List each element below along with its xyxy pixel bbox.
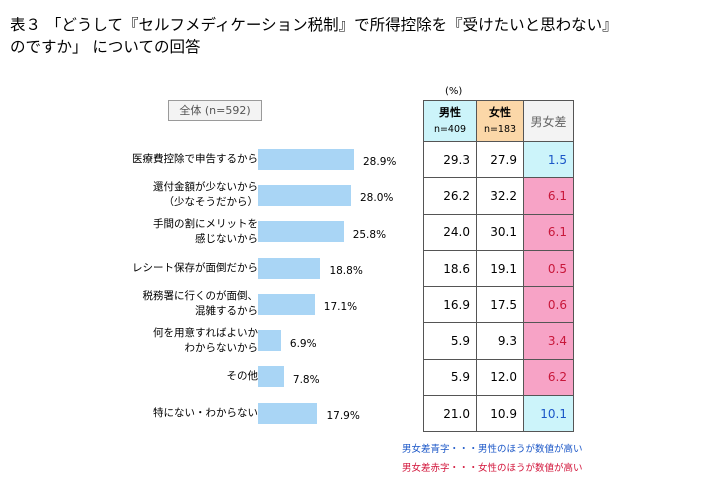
category-label: 還付金額が少ないから （少なそうだから） — [98, 180, 258, 210]
value-label: 25.8% — [352, 228, 387, 241]
category-label: 手間の割にメリットを感じないから — [98, 217, 258, 247]
table-row: 24.0 30.1 6.1 — [423, 213, 574, 251]
category-label: その他 — [98, 369, 259, 384]
category-label-line: （少なそうだから） — [163, 196, 259, 209]
female-value: 32.2 — [476, 177, 524, 215]
diff-value: 6.1 — [523, 177, 574, 215]
diff-header: 男女差 — [523, 100, 574, 142]
bar — [258, 330, 281, 352]
gender-table: 男性 n=409 女性 n=183 男女差 29.3 27.9 1.5 26.2 32.… — [423, 100, 574, 433]
chart-title: 表３ 「どうして『セルフメディケーション税制』で所得控除を『受けたいと思わない』… — [10, 14, 700, 58]
male-value: 16.9 — [423, 286, 477, 324]
female-value: 30.1 — [476, 213, 524, 251]
female-value: 19.1 — [476, 249, 524, 288]
value-label: 7.8% — [292, 373, 320, 386]
value-label: 28.0% — [360, 192, 394, 205]
category-label: 特にない・わからない — [98, 406, 258, 421]
bar — [258, 148, 354, 170]
female-value: 12.0 — [476, 358, 524, 397]
category-label: 医療費控除で申告するから — [98, 152, 258, 167]
table-row: 5.9 9.3 3.4 — [423, 322, 574, 360]
male-value: 18.6 — [423, 249, 477, 288]
table-row: 21.0 10.9 10.1 — [423, 395, 574, 433]
bar — [258, 221, 344, 243]
value-label: 18.8% — [329, 265, 363, 278]
bar — [258, 366, 284, 388]
category-label-line: 手間の割にメリットを — [153, 217, 258, 230]
female-value: 9.3 — [476, 322, 524, 360]
table-row: 16.9 17.5 0.6 — [423, 286, 574, 324]
category-label-line: 還付金額が少ないから — [153, 181, 258, 194]
table-row: 26.2 32.2 6.1 — [423, 177, 574, 215]
sample-size-label: 全体 (n=592) — [168, 100, 262, 121]
diff-value: 0.5 — [523, 249, 574, 288]
value-label: 17.1% — [323, 301, 358, 314]
value-label: 6.9% — [289, 337, 317, 350]
female-value: 27.9 — [476, 140, 524, 179]
unit-label: (%) — [445, 86, 463, 97]
category-label: レシート保存が面倒だから — [98, 261, 258, 276]
table-header-row: 男性 n=409 女性 n=183 男女差 — [423, 100, 574, 142]
category-label-line: 税務署に行くのが面倒、 — [142, 290, 259, 303]
female-header-n: n=183 — [483, 124, 517, 135]
male-header: 男性 n=409 — [423, 100, 477, 142]
value-label: 17.9% — [326, 410, 360, 423]
table-row: 29.3 27.9 1.5 — [423, 140, 574, 179]
category-label-line: 何を用意すればよいか — [153, 326, 258, 339]
male-value: 26.2 — [423, 177, 477, 215]
diff-value: 0.6 — [523, 286, 574, 324]
bar — [258, 257, 321, 279]
female-value: 17.5 — [476, 286, 524, 324]
female-header: 女性 n=183 — [476, 100, 524, 142]
category-label-line: わからないから — [184, 341, 259, 354]
category-label-line: レシート保存が面倒だから — [132, 261, 258, 274]
table-row: 5.9 12.0 6.2 — [423, 358, 574, 397]
male-value: 21.0 — [423, 395, 477, 433]
diff-value: 6.2 — [523, 358, 574, 397]
male-header-n: n=409 — [433, 124, 467, 135]
diff-value: 3.4 — [523, 322, 574, 360]
category-label: 税務署に行くのが面倒、混雑するから — [98, 289, 259, 319]
category-label-line: 医療費控除で申告するから — [132, 152, 258, 165]
note-blue: 男女差青字・・・男性のほうが数値が高い — [402, 444, 583, 455]
category-label: 何を用意すればよいかわからないから — [98, 326, 258, 356]
male-header-label: 男性 — [439, 106, 461, 119]
note-red: 男女差赤字・・・女性のほうが数値が高い — [402, 463, 583, 474]
diff-value: 6.1 — [523, 213, 574, 251]
category-label-line: 感じないから — [195, 232, 258, 245]
bar — [258, 184, 351, 206]
male-value: 5.9 — [423, 358, 477, 397]
male-value: 5.9 — [423, 322, 477, 360]
category-label-line: 特にない・わからない — [153, 406, 258, 419]
bar — [258, 402, 318, 424]
female-header-label: 女性 — [489, 106, 511, 119]
female-value: 10.9 — [476, 395, 524, 433]
male-value: 24.0 — [423, 213, 477, 251]
diff-value: 1.5 — [523, 140, 574, 179]
bar — [258, 293, 315, 315]
value-label: 28.9% — [363, 156, 397, 169]
category-label-line: その他 — [226, 370, 259, 383]
table-row: 18.6 19.1 0.5 — [423, 249, 574, 288]
male-value: 29.3 — [423, 140, 477, 179]
category-label-line: 混雑するから — [195, 305, 258, 318]
chart-title-line2: のですか」 についての回答 — [10, 38, 201, 56]
diff-value: 10.1 — [523, 395, 574, 433]
chart-title-line1: 表３ 「どうして『セルフメディケーション税制』で所得控除を『受けたいと思わない』 — [10, 16, 618, 34]
